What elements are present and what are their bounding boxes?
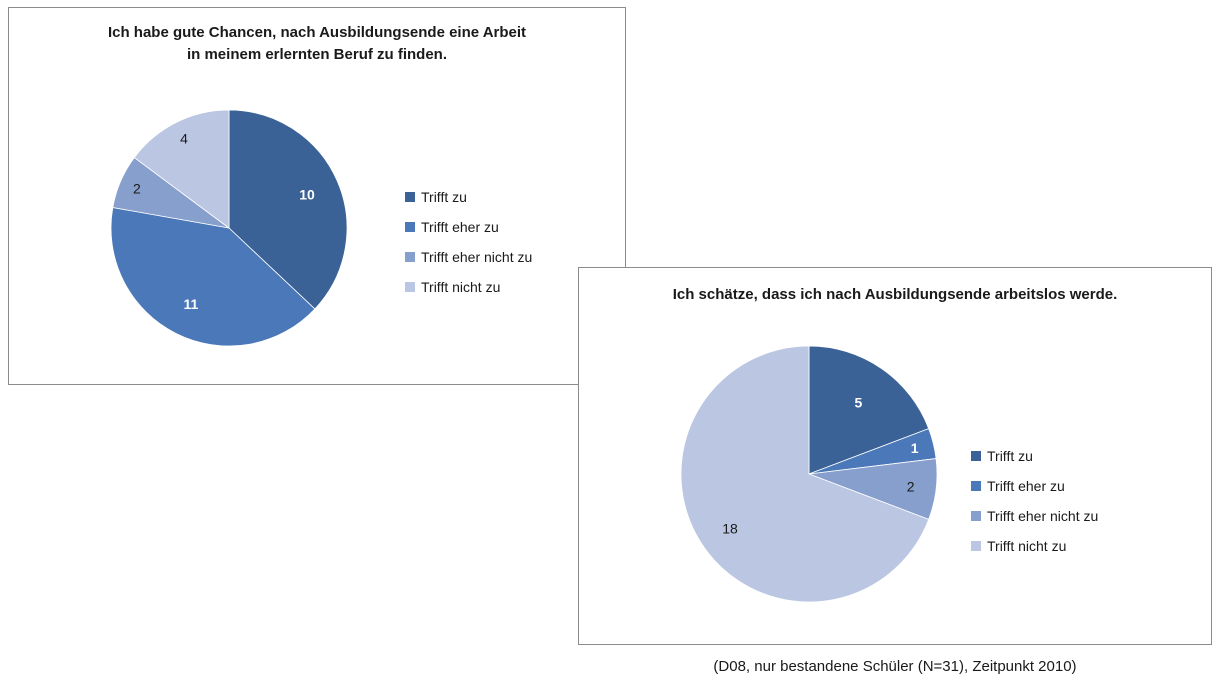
chart-panel-2: Ich schätze, dass ich nach Ausbildungsen… <box>578 267 1212 645</box>
pie-slice-trifft-nicht-zu <box>133 109 230 229</box>
legend-label: Trifft eher zu <box>987 478 1065 494</box>
chart-panel-1: Ich habe gute Chancen, nach Ausbildungse… <box>8 7 626 385</box>
chart-title: Ich habe gute Chancen, nach Ausbildungse… <box>107 24 527 63</box>
legend-swatch <box>971 451 981 461</box>
legend-label: Trifft zu <box>987 448 1033 464</box>
chart-legend: Trifft zu Trifft eher zu Trifft eher nicht… <box>971 441 1098 561</box>
data-label: 5 <box>855 394 863 410</box>
legend-item: Trifft eher zu <box>971 471 1098 501</box>
legend-item: Trifft eher nicht zu <box>971 501 1098 531</box>
legend-swatch <box>971 511 981 521</box>
legend-label: Trifft nicht zu <box>421 279 501 295</box>
pie-slice-trifft-zu <box>228 109 348 310</box>
legend-item: Trifft nicht zu <box>971 531 1098 561</box>
legend-label: Trifft eher nicht zu <box>987 508 1099 524</box>
pie-slice-trifft-eher-zu <box>110 207 316 347</box>
data-label: 1 <box>911 440 919 456</box>
data-label: 18 <box>722 521 738 537</box>
footnote: (D08, nur bestandene Schüler (N=31), Zei… <box>713 658 1077 675</box>
legend-label: Trifft eher zu <box>421 219 499 235</box>
legend-item: Trifft eher zu <box>405 212 532 242</box>
pie-slice-trifft-nicht-zu <box>680 345 930 603</box>
data-label: 2 <box>907 478 915 494</box>
legend-item: Trifft nicht zu <box>405 272 532 302</box>
chart-title: Ich schätze, dass ich nach Ausbildungsen… <box>672 286 1118 303</box>
legend-swatch <box>405 222 415 232</box>
legend-label: Trifft zu <box>421 189 467 205</box>
legend-item: Trifft eher nicht zu <box>405 242 532 272</box>
pie-slice-trifft-zu <box>808 345 930 475</box>
chart-legend: Trifft zu Trifft eher zu Trifft eher nicht… <box>405 182 532 302</box>
pie-chart: 10 11 2 4 <box>110 109 348 347</box>
legend-label: Trifft nicht zu <box>987 538 1067 554</box>
legend-swatch <box>405 192 415 202</box>
data-label: 4 <box>180 130 188 146</box>
pie-chart: 5 1 2 18 <box>680 345 938 603</box>
data-label: 2 <box>133 180 141 196</box>
legend-item: Trifft zu <box>405 182 532 212</box>
legend-swatch <box>971 541 981 551</box>
data-label: 11 <box>183 296 198 312</box>
data-label: 10 <box>299 186 315 202</box>
legend-swatch <box>971 481 981 491</box>
legend-swatch <box>405 252 415 262</box>
legend-label: Trifft eher nicht zu <box>421 249 533 265</box>
legend-swatch <box>405 282 415 292</box>
legend-item: Trifft zu <box>971 441 1098 471</box>
